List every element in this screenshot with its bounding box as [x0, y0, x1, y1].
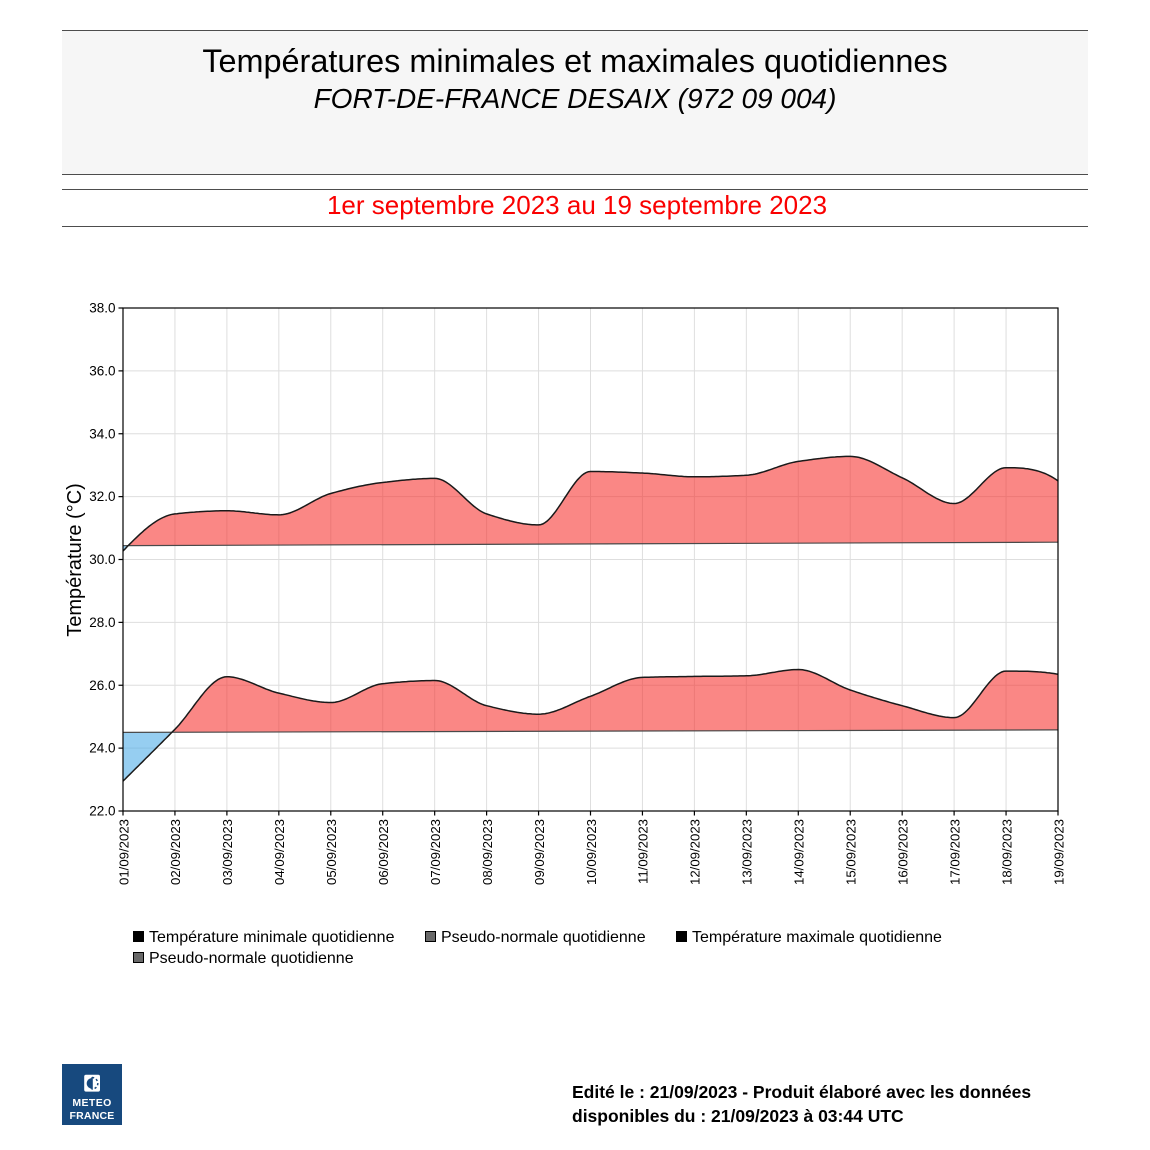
svg-text:30.0: 30.0 — [89, 552, 115, 567]
svg-text:14/09/2023: 14/09/2023 — [792, 819, 807, 885]
svg-text:17/09/2023: 17/09/2023 — [947, 819, 962, 885]
svg-text:22.0: 22.0 — [89, 804, 115, 819]
svg-text:13/09/2023: 13/09/2023 — [740, 819, 755, 885]
svg-text:09/09/2023: 09/09/2023 — [532, 819, 547, 885]
svg-text:38.0: 38.0 — [89, 301, 115, 316]
svg-text:28.0: 28.0 — [89, 615, 115, 630]
svg-text:16/09/2023: 16/09/2023 — [895, 819, 910, 885]
svg-text:FRANCE: FRANCE — [70, 1110, 115, 1122]
svg-text:08/09/2023: 08/09/2023 — [480, 819, 495, 885]
svg-text:24.0: 24.0 — [89, 741, 115, 756]
svg-text:05/09/2023: 05/09/2023 — [324, 819, 339, 885]
svg-text:36.0: 36.0 — [89, 363, 115, 378]
svg-text:01/09/2023: 01/09/2023 — [116, 819, 131, 885]
svg-text:12/09/2023: 12/09/2023 — [688, 819, 703, 885]
svg-text:11/09/2023: 11/09/2023 — [636, 819, 651, 884]
svg-text:03/09/2023: 03/09/2023 — [220, 819, 235, 885]
svg-text:02/09/2023: 02/09/2023 — [168, 819, 183, 885]
svg-text:Température (°C): Température (°C) — [64, 483, 86, 637]
svg-text:10/09/2023: 10/09/2023 — [584, 819, 599, 885]
svg-text:32.0: 32.0 — [89, 489, 115, 504]
svg-text:15/09/2023: 15/09/2023 — [844, 819, 859, 885]
svg-text:26.0: 26.0 — [89, 678, 115, 693]
svg-text:METEO: METEO — [72, 1097, 111, 1109]
svg-text:19/09/2023: 19/09/2023 — [1051, 819, 1066, 885]
svg-text:06/09/2023: 06/09/2023 — [376, 819, 391, 885]
svg-text:07/09/2023: 07/09/2023 — [428, 819, 443, 885]
svg-text:04/09/2023: 04/09/2023 — [272, 819, 287, 885]
svg-text:34.0: 34.0 — [89, 426, 115, 441]
svg-text:18/09/2023: 18/09/2023 — [999, 819, 1014, 885]
